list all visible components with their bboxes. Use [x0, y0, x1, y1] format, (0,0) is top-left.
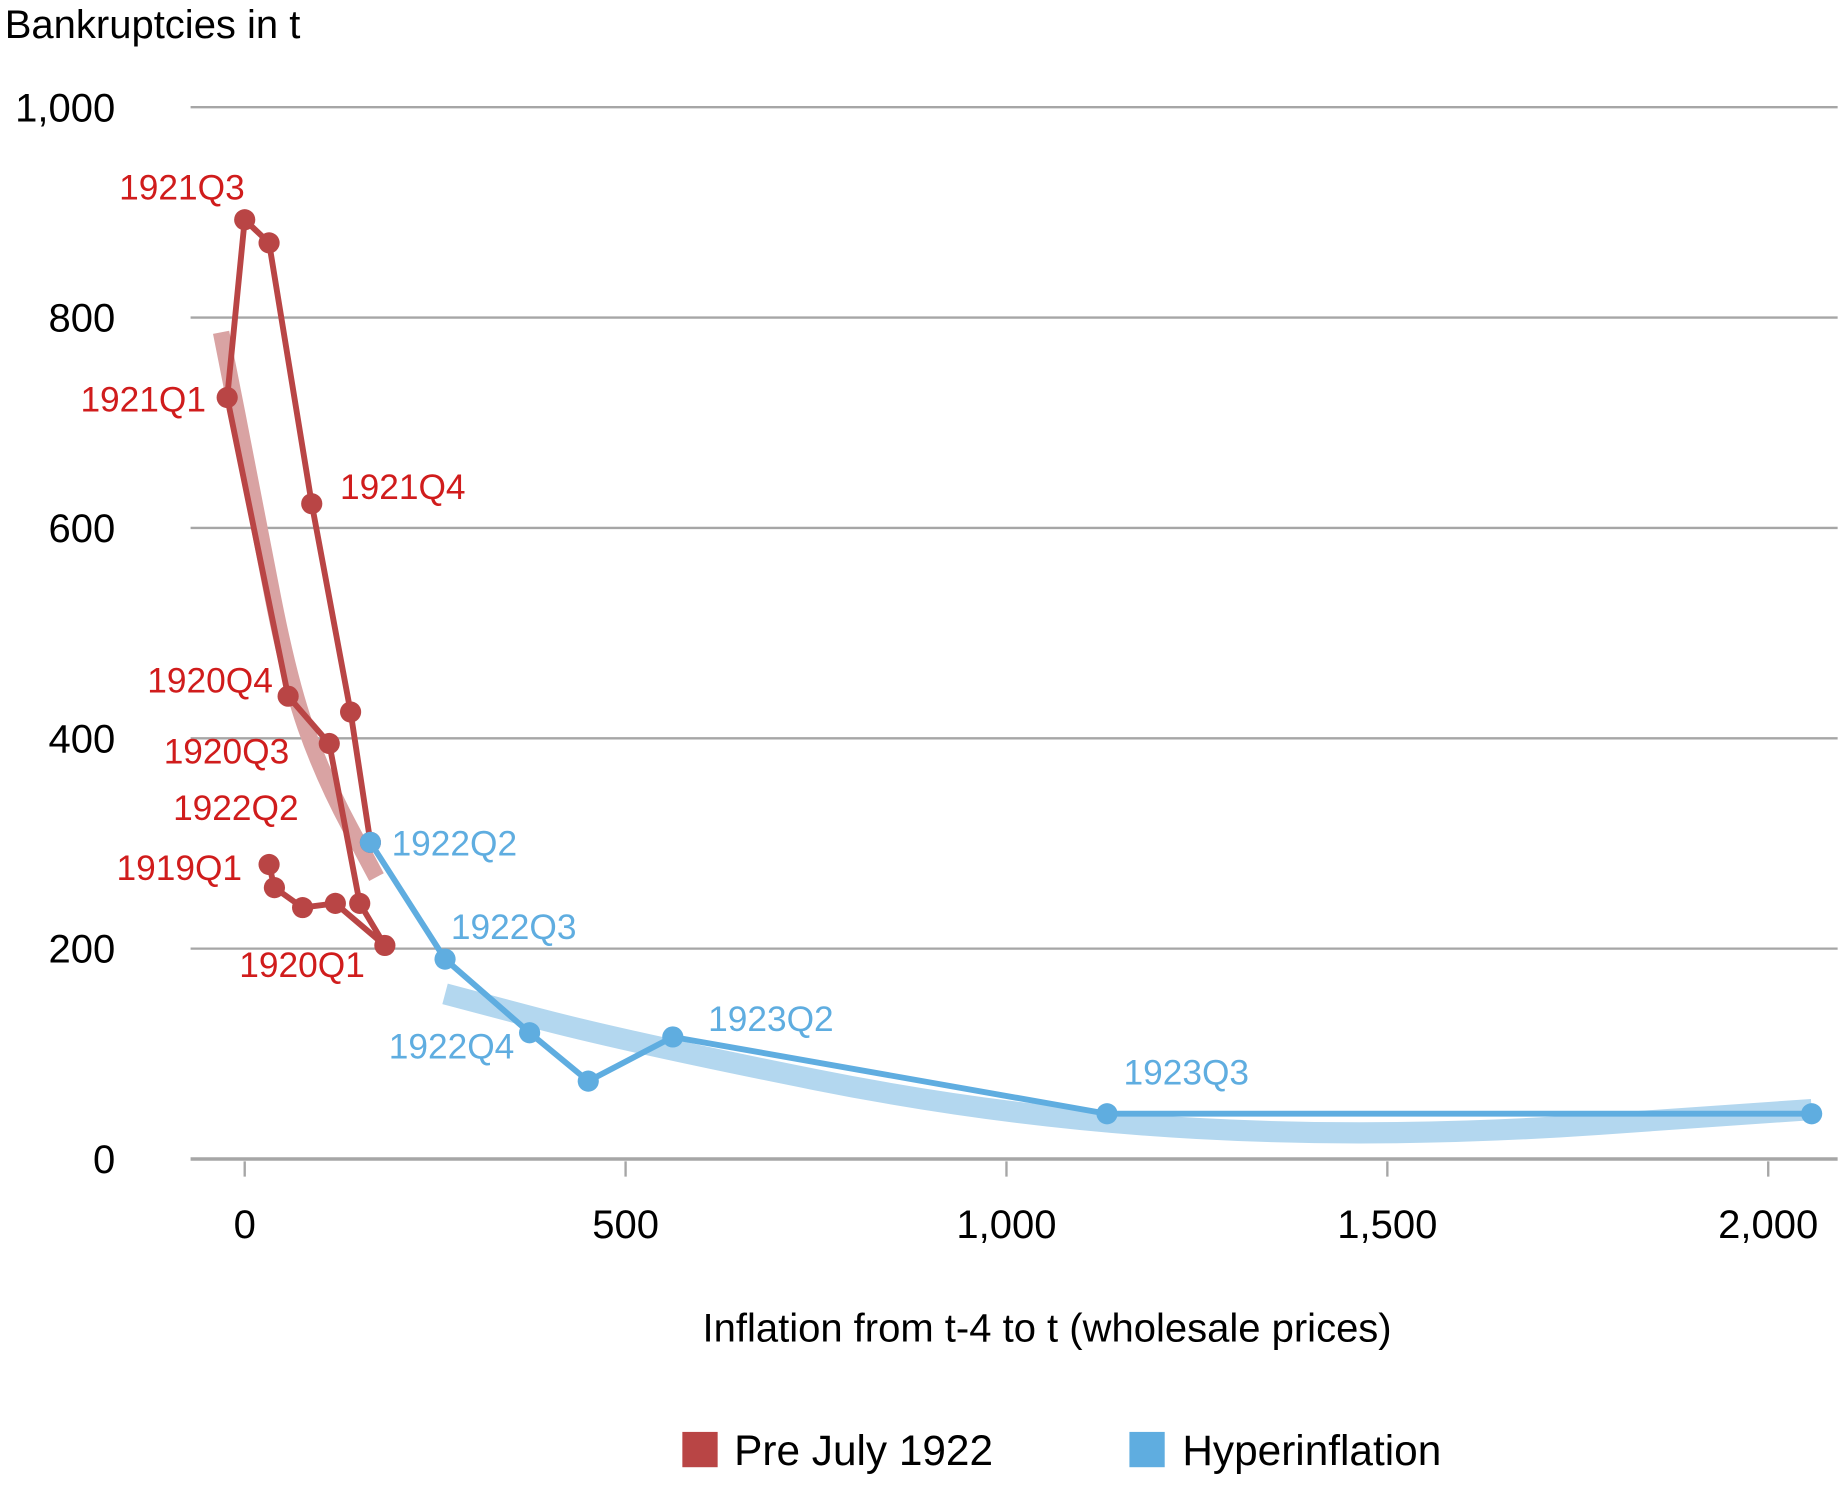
point-label: 1919Q1 [116, 849, 242, 888]
y-tick-label: 200 [49, 928, 116, 972]
x-axis: 0 500 1,000 1,500 2,000 [234, 1161, 1818, 1247]
data-point [340, 701, 362, 723]
point-label: 1922Q3 [451, 908, 577, 947]
point-label: 1922Q2 [173, 789, 299, 828]
trend-band-0 [213, 330, 384, 881]
y-axis-label: Bankruptcies in t [5, 3, 301, 47]
point-label: 1922Q2 [392, 824, 518, 863]
point-label: 1921Q1 [80, 381, 206, 420]
legend-label: Hyperinflation [1182, 1427, 1441, 1474]
data-point [258, 853, 280, 876]
data-point [258, 232, 280, 254]
point-label: 1923Q2 [708, 1000, 834, 1039]
point-label: 1920Q1 [239, 946, 365, 985]
point-label: 1921Q4 [340, 468, 466, 507]
data-point [359, 831, 381, 853]
y-tick-label: 1,000 [15, 86, 115, 130]
point-label: 1923Q3 [1123, 1053, 1249, 1092]
x-axis-label: Inflation from t-4 to t (wholesale price… [702, 1306, 1391, 1350]
data-point [519, 1022, 541, 1044]
legend-item-pre-july-1922[interactable]: Pre July 1922 [682, 1427, 993, 1474]
data-point [318, 732, 340, 755]
y-tick-label: 0 [93, 1138, 115, 1182]
legend: Pre July 1922 Hyperinflation [682, 1427, 1441, 1474]
legend-swatch-red [682, 1431, 718, 1468]
point-label: 1921Q3 [119, 169, 245, 208]
legend-item-hyperinflation[interactable]: Hyperinflation [1129, 1427, 1441, 1474]
x-tick-label: 500 [592, 1203, 659, 1247]
data-point [324, 892, 346, 914]
data-point [234, 209, 256, 231]
series-lines [216, 209, 1823, 1125]
point-label: 1920Q3 [164, 733, 290, 772]
trend-bands [213, 330, 1813, 1144]
point-labels: 1921Q3 1921Q1 1921Q4 1920Q4 1920Q3 1922Q2 1919… [80, 169, 1249, 1093]
legend-label: Pre July 1922 [734, 1427, 993, 1474]
data-point [1801, 1103, 1823, 1125]
y-tick-label: 400 [49, 717, 116, 761]
data-point [577, 1070, 599, 1092]
data-point [263, 877, 286, 899]
x-tick-label: 1,000 [956, 1203, 1056, 1247]
x-tick-label: 1,500 [1337, 1203, 1437, 1247]
gridlines [190, 106, 1838, 1161]
x-tick-label: 0 [234, 1203, 256, 1247]
point-label: 1920Q4 [147, 662, 273, 701]
legend-swatch-blue [1129, 1431, 1165, 1468]
data-point [374, 934, 396, 957]
y-tick-label: 600 [49, 507, 116, 551]
data-point [349, 892, 371, 914]
data-point [434, 948, 456, 970]
data-point [292, 897, 314, 919]
data-point [1096, 1103, 1118, 1125]
data-point [277, 685, 299, 707]
data-point [301, 493, 323, 515]
y-axis: 0 200 400 600 800 1,000 [15, 86, 115, 1182]
y-tick-label: 800 [49, 297, 116, 341]
data-point [216, 386, 238, 409]
point-label: 1922Q4 [389, 1028, 515, 1067]
x-tick-label: 2,000 [1718, 1203, 1818, 1247]
data-point [662, 1026, 684, 1048]
